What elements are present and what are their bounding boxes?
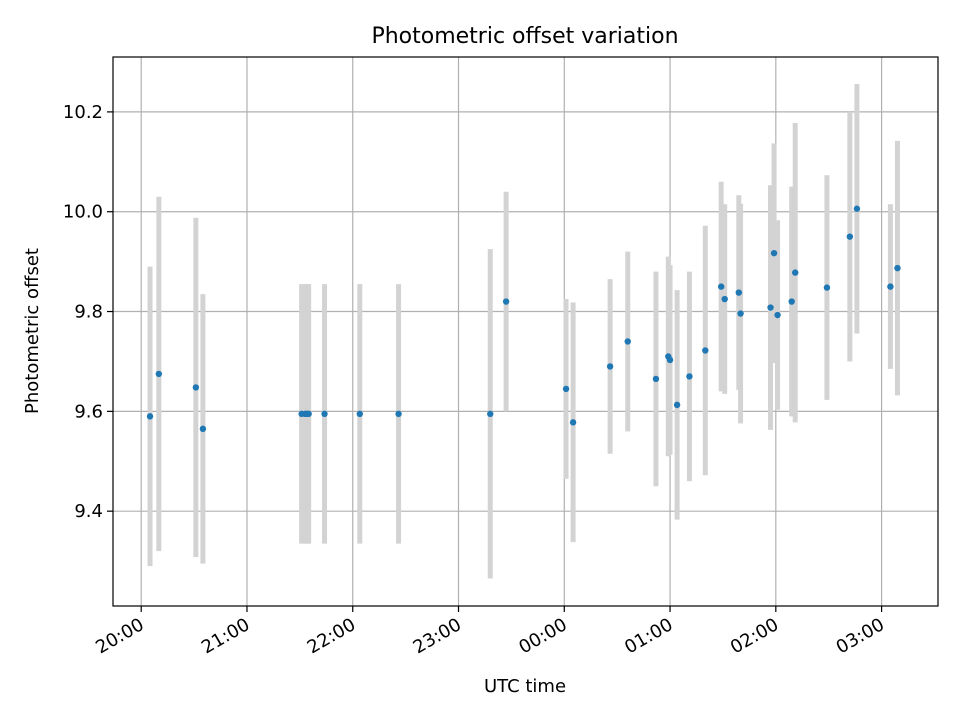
- y-tick-label: 9.6: [74, 401, 103, 422]
- y-tick-label: 9.4: [74, 501, 103, 522]
- data-point: [774, 311, 781, 319]
- data-point: [199, 425, 207, 433]
- y-tick-label: 10.2: [63, 102, 103, 123]
- data-point: [146, 413, 154, 420]
- data-point: [792, 269, 799, 276]
- data-point: [395, 410, 402, 418]
- x-axis-label: UTC time: [484, 676, 566, 697]
- data-point: [606, 363, 614, 370]
- data-point: [155, 370, 163, 378]
- data-point: [652, 375, 660, 383]
- data-point: [569, 419, 577, 426]
- y-axis-label: Photometric offset: [22, 248, 43, 414]
- data-point: [823, 284, 831, 291]
- data-point: [735, 289, 743, 296]
- data-point: [502, 298, 510, 305]
- data-point: [192, 384, 200, 391]
- data-point: [666, 356, 674, 364]
- data-point: [305, 410, 312, 418]
- plot-area-frame: [112, 56, 939, 607]
- data-point: [887, 283, 894, 290]
- data-point: [721, 295, 728, 303]
- data-point: [321, 410, 328, 418]
- data-point: [686, 373, 693, 380]
- data-point: [562, 385, 570, 393]
- data-point: [673, 401, 681, 409]
- chart-title: Photometric offset variation: [371, 24, 678, 49]
- data-point: [717, 283, 725, 290]
- data-point: [788, 298, 795, 305]
- y-tick-label: 9.8: [74, 302, 103, 323]
- data-point: [894, 264, 901, 272]
- data-point: [702, 347, 709, 354]
- data-point: [487, 410, 494, 418]
- data-point: [624, 338, 631, 345]
- data-point: [767, 304, 774, 311]
- y-tick-label: 10.0: [63, 202, 103, 223]
- data-point: [737, 310, 744, 317]
- data-points: [146, 205, 901, 433]
- data-point: [356, 410, 363, 418]
- data-point: [853, 205, 861, 212]
- data-point: [846, 233, 854, 240]
- data-point: [770, 249, 778, 257]
